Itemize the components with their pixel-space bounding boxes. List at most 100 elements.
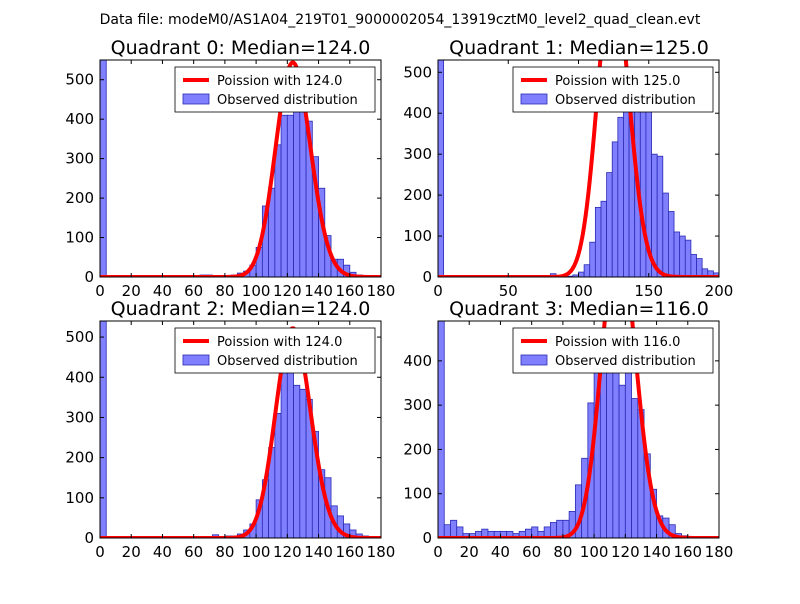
x-tick-label: 80 <box>215 543 234 561</box>
legend-frame <box>174 327 376 374</box>
histogram-bar <box>618 384 626 538</box>
histogram-bar <box>293 384 301 538</box>
histogram-bar <box>274 413 282 538</box>
legend-frame <box>174 66 376 113</box>
histogram-bar <box>679 235 686 277</box>
y-tick-label: 200 <box>403 440 432 458</box>
suptitle: Data file: modeM0/AS1A04_219T01_90000020… <box>100 12 701 28</box>
x-tick-label: 100 <box>564 282 593 300</box>
histogram-bar <box>274 144 282 277</box>
histogram-bar <box>684 239 692 277</box>
legend: Poission with 125.0 Observed distribution <box>512 66 714 113</box>
y-tick-label: 300 <box>65 150 94 168</box>
panel-title: Quadrant 3: Median=116.0 <box>449 298 709 320</box>
poisson-fit-line <box>438 321 719 538</box>
y-tick-label: 100 <box>65 229 94 247</box>
histogram-bar <box>656 155 664 277</box>
y-tick-label: 300 <box>403 145 432 163</box>
legend-observed-label: Observed distribution <box>217 93 358 108</box>
legend-fit-label: Poission with 125.0 <box>555 74 680 89</box>
poisson-fit-line <box>100 60 381 277</box>
histogram-bar <box>673 231 681 277</box>
histogram-bar <box>578 271 585 277</box>
histogram-bar <box>293 110 301 277</box>
x-tick-label: 150 <box>634 282 663 300</box>
x-tick-label: 20 <box>460 543 479 561</box>
y-tick-label: 0 <box>422 268 432 286</box>
x-tick-label: 0 <box>95 282 105 300</box>
histogram-bar <box>450 519 458 538</box>
plot-area: 0 20 40 60 80 100 120 140 160 1800100200300400Poi… <box>403 320 734 561</box>
y-tick-label: 0 <box>84 268 94 286</box>
histogram-bar <box>617 116 624 277</box>
histogram-bar <box>100 60 107 277</box>
x-tick-label: 100 <box>242 543 271 561</box>
histogram-bar <box>624 362 632 538</box>
y-tick-label: 0 <box>84 529 94 547</box>
quadrant-0-panel: Quadrant 0: Median=124.0 0 20 40 60 80 100 120… <box>65 37 395 300</box>
legend: Poission with 124.0 Observed distribution <box>174 66 376 113</box>
x-tick-label: 180 <box>705 543 734 561</box>
x-tick-label: 20 <box>122 282 141 300</box>
legend-frame <box>512 66 714 113</box>
y-tick-label: 400 <box>65 110 94 128</box>
legend-fit-label: Poission with 124.0 <box>217 74 342 89</box>
y-tick-label: 400 <box>65 368 94 386</box>
axes-frame <box>99 59 382 278</box>
y-tick-label: 400 <box>403 104 432 122</box>
histogram-bar <box>438 60 445 277</box>
x-tick-label: 140 <box>304 282 333 300</box>
y-tick-label: 200 <box>65 449 94 467</box>
histogram-bar <box>623 100 630 277</box>
histogram-bar <box>438 321 445 538</box>
x-tick-label: 0 <box>95 543 105 561</box>
legend-fit-label: Poission with 116.0 <box>555 335 680 350</box>
histogram-bar <box>280 364 288 538</box>
histogram-bar <box>594 206 602 277</box>
x-tick-label: 60 <box>184 282 203 300</box>
x-tick-label: 120 <box>611 543 640 561</box>
plot-area: 0 20 40 60 80 100 120 140 160 1800100200300400500… <box>65 59 395 300</box>
y-tick-label: 500 <box>403 63 432 81</box>
x-tick-label: 40 <box>153 282 172 300</box>
x-tick-label: 40 <box>491 543 510 561</box>
y-tick-label: 300 <box>65 408 94 426</box>
histogram-bar <box>100 321 107 538</box>
x-tick-label: 80 <box>215 282 234 300</box>
x-tick-label: 0 <box>433 543 443 561</box>
histogram-bar <box>280 114 288 277</box>
quadrant-1-panel: Quadrant 1: Median=125.0 0 50 100 150 200 0 10… <box>403 37 734 300</box>
legend-frame <box>512 327 714 374</box>
y-tick-label: 200 <box>65 189 94 207</box>
x-tick-label: 200 <box>705 282 734 300</box>
legend: Poission with 116.0 Observed distribution <box>512 327 714 374</box>
legend: Poission with 124.0 Observed distribution <box>174 327 376 374</box>
x-tick-label: 60 <box>184 543 203 561</box>
histogram-bar <box>662 192 669 277</box>
x-tick-label: 80 <box>553 543 572 561</box>
poisson-fit-line <box>100 326 381 538</box>
legend-observed-label: Observed distribution <box>555 93 696 108</box>
x-tick-label: 100 <box>580 543 609 561</box>
x-tick-label: 160 <box>673 543 702 561</box>
x-tick-label: 160 <box>335 282 364 300</box>
legend-bar-swatch <box>520 354 548 366</box>
x-tick-label: 40 <box>153 543 172 561</box>
histogram-bar <box>606 172 613 277</box>
histogram-bar <box>299 388 307 538</box>
histogram-bar <box>690 254 697 277</box>
histogram-bar <box>712 272 719 277</box>
histogram-bar <box>668 211 675 277</box>
y-tick-label: 400 <box>403 352 432 370</box>
y-tick-label: 100 <box>403 227 432 245</box>
quadrant-3-panel: Quadrant 3: Median=116.0 0 20 40 60 80 100 120… <box>403 298 734 561</box>
x-tick-label: 120 <box>273 282 302 300</box>
histogram-bar <box>611 141 619 277</box>
axes-frame <box>99 320 382 539</box>
histogram-bar <box>696 258 703 277</box>
y-tick-label: 100 <box>65 489 94 507</box>
x-tick-label: 60 <box>522 543 541 561</box>
x-tick-label: 20 <box>122 543 141 561</box>
y-tick-label: 200 <box>403 186 432 204</box>
